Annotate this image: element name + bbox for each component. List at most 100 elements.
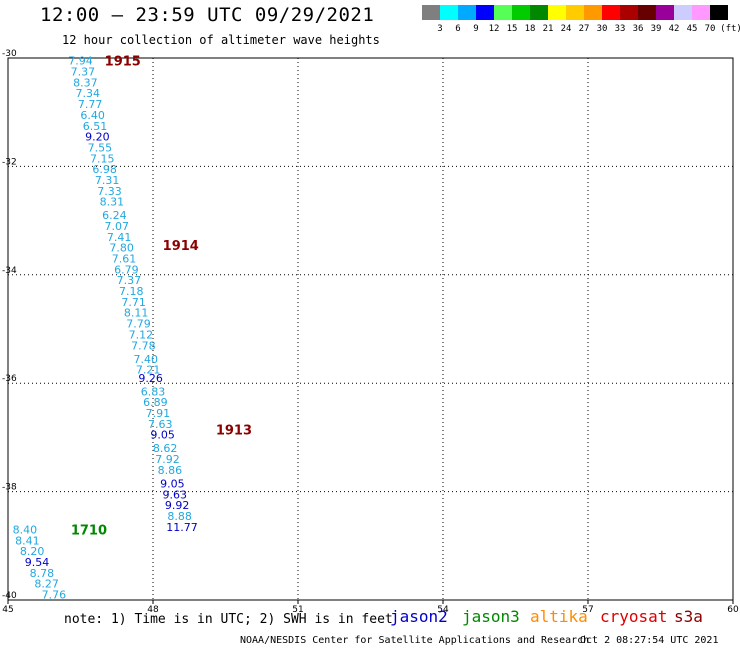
legend-swatch [476, 5, 494, 20]
wave-height-value: 7.63 [148, 418, 173, 431]
wave-height-value: 7.55 [88, 141, 113, 154]
legend-label: 36 [632, 24, 644, 34]
wave-height-value: 7.76 [42, 589, 67, 602]
legend-unit: (ft) [720, 24, 740, 34]
pass-number-label: 1710 [71, 524, 107, 539]
wave-height-value: 6.98 [92, 163, 117, 176]
legend-swatch [674, 5, 692, 20]
legend-label: 30 [596, 24, 608, 34]
satellite-legend-jason3: jason3 [462, 607, 520, 626]
wave-height-value: 7.91 [146, 407, 171, 420]
wave-height-value: 7.71 [121, 296, 146, 309]
latitude-tick-label: -30 [2, 49, 17, 59]
wave-height-value: 8.86 [158, 464, 183, 477]
legend-label: 21 [542, 24, 554, 34]
legend-label: 42 [668, 24, 680, 34]
wave-height-value: 7.94 [68, 55, 93, 68]
page-subtitle: 12 hour collection of altimeter wave hei… [62, 33, 380, 47]
legend-swatch [440, 5, 458, 20]
legend-swatch [656, 5, 674, 20]
wave-height-value: 7.61 [112, 253, 137, 266]
wave-height-value: 7.18 [119, 285, 144, 298]
wave-height-value: 7.77 [78, 98, 103, 111]
wave-height-value: 7.12 [129, 328, 154, 341]
longitude-tick-label: 60 [727, 605, 739, 615]
wave-height-value: 7.07 [105, 220, 130, 233]
pass-number-label: 1915 [105, 55, 141, 70]
wave-height-value: 7.40 [134, 353, 159, 366]
wave-height-value: 11.77 [166, 521, 198, 534]
legend-label: 9 [473, 24, 479, 34]
legend-label: 27 [578, 24, 590, 34]
wave-height-value: 8.88 [167, 510, 192, 523]
wave-height-value: 7.15 [90, 152, 115, 165]
wave-height-value: 8.37 [73, 76, 98, 89]
legend-swatch [602, 5, 620, 20]
longitude-tick-label: 57 [582, 605, 593, 615]
legend-label: 39 [650, 24, 662, 34]
wave-height-value: 7.31 [95, 174, 120, 187]
wave-height-value: 8.41 [15, 534, 40, 547]
legend-swatch [494, 5, 512, 20]
footer-note: note: 1) Time is in UTC; 2) SWH is in fe… [64, 612, 393, 627]
legend-swatch [620, 5, 638, 20]
legend-label: 12 [488, 24, 500, 34]
legend-label: 3 [437, 24, 443, 34]
pass-number-label: 1913 [216, 423, 252, 438]
satellite-legend-altika: altika [530, 607, 588, 626]
wave-height-value: 9.54 [25, 556, 50, 569]
credit-line: NOAA/NESDIS Center for Satellite Applica… [240, 635, 590, 646]
satellite-legend-s3a: s3a [674, 607, 703, 626]
latitude-tick-label: -32 [2, 157, 17, 167]
wave-height-value: 6.51 [83, 120, 108, 133]
longitude-tick-label: 54 [437, 605, 449, 615]
wave-height-value: 9.05 [160, 477, 185, 490]
wave-height-value: 8.62 [153, 442, 178, 455]
wave-height-value: 8.78 [30, 567, 55, 580]
legend-label: 15 [506, 24, 518, 34]
wave-height-value: 6.40 [80, 109, 105, 122]
wave-height-value: 8.20 [20, 545, 45, 558]
wave-height-value: 9.20 [85, 131, 110, 144]
wave-height-value: 7.34 [76, 87, 101, 100]
legend-swatch [530, 5, 548, 20]
legend-swatch [458, 5, 476, 20]
map-frame [7, 57, 734, 601]
wave-height-value: 8.40 [13, 524, 38, 537]
latitude-tick-label: -36 [2, 374, 17, 384]
wave-height-value: 9.63 [163, 488, 188, 501]
legend-swatch [422, 5, 440, 20]
wave-height-value: 7.41 [107, 231, 132, 244]
wave-height-value: 8.11 [124, 307, 149, 320]
longitude-tick-label: 45 [2, 605, 13, 615]
wave-height-value: 7.79 [126, 318, 151, 331]
longitude-tick-label: 48 [147, 605, 159, 615]
legend-label: 45 [686, 24, 698, 34]
legend-swatch [584, 5, 602, 20]
wave-height-value: 7.78 [131, 339, 156, 352]
legend-swatch [638, 5, 656, 20]
wave-height-value: 6.24 [102, 209, 127, 222]
legend-swatch [566, 5, 584, 20]
wave-height-value: 9.05 [150, 429, 175, 442]
legend-label: 6 [455, 24, 461, 34]
legend-swatch [692, 5, 710, 20]
wave-height-value: 8.27 [34, 578, 59, 591]
satellite-legend-jason2: jason2 [390, 607, 448, 626]
wave-height-value: 7.37 [71, 66, 96, 79]
pass-number-label: 1914 [163, 239, 199, 254]
legend-swatch [548, 5, 566, 20]
wave-height-value: 6.89 [143, 396, 168, 409]
legend-label: 33 [614, 24, 626, 34]
wave-height-value: 7.92 [155, 453, 180, 466]
wave-height-value: 7.21 [136, 364, 161, 377]
wave-height-value: 9.26 [138, 372, 163, 385]
legend-label: 18 [524, 24, 536, 34]
legend-swatch [512, 5, 530, 20]
wave-height-value: 7.37 [117, 274, 142, 287]
wave-height-value: 7.80 [109, 242, 134, 255]
legend-label: 70 [704, 24, 716, 34]
wave-height-value: 6.79 [114, 263, 139, 276]
legend-label: 24 [560, 24, 572, 34]
